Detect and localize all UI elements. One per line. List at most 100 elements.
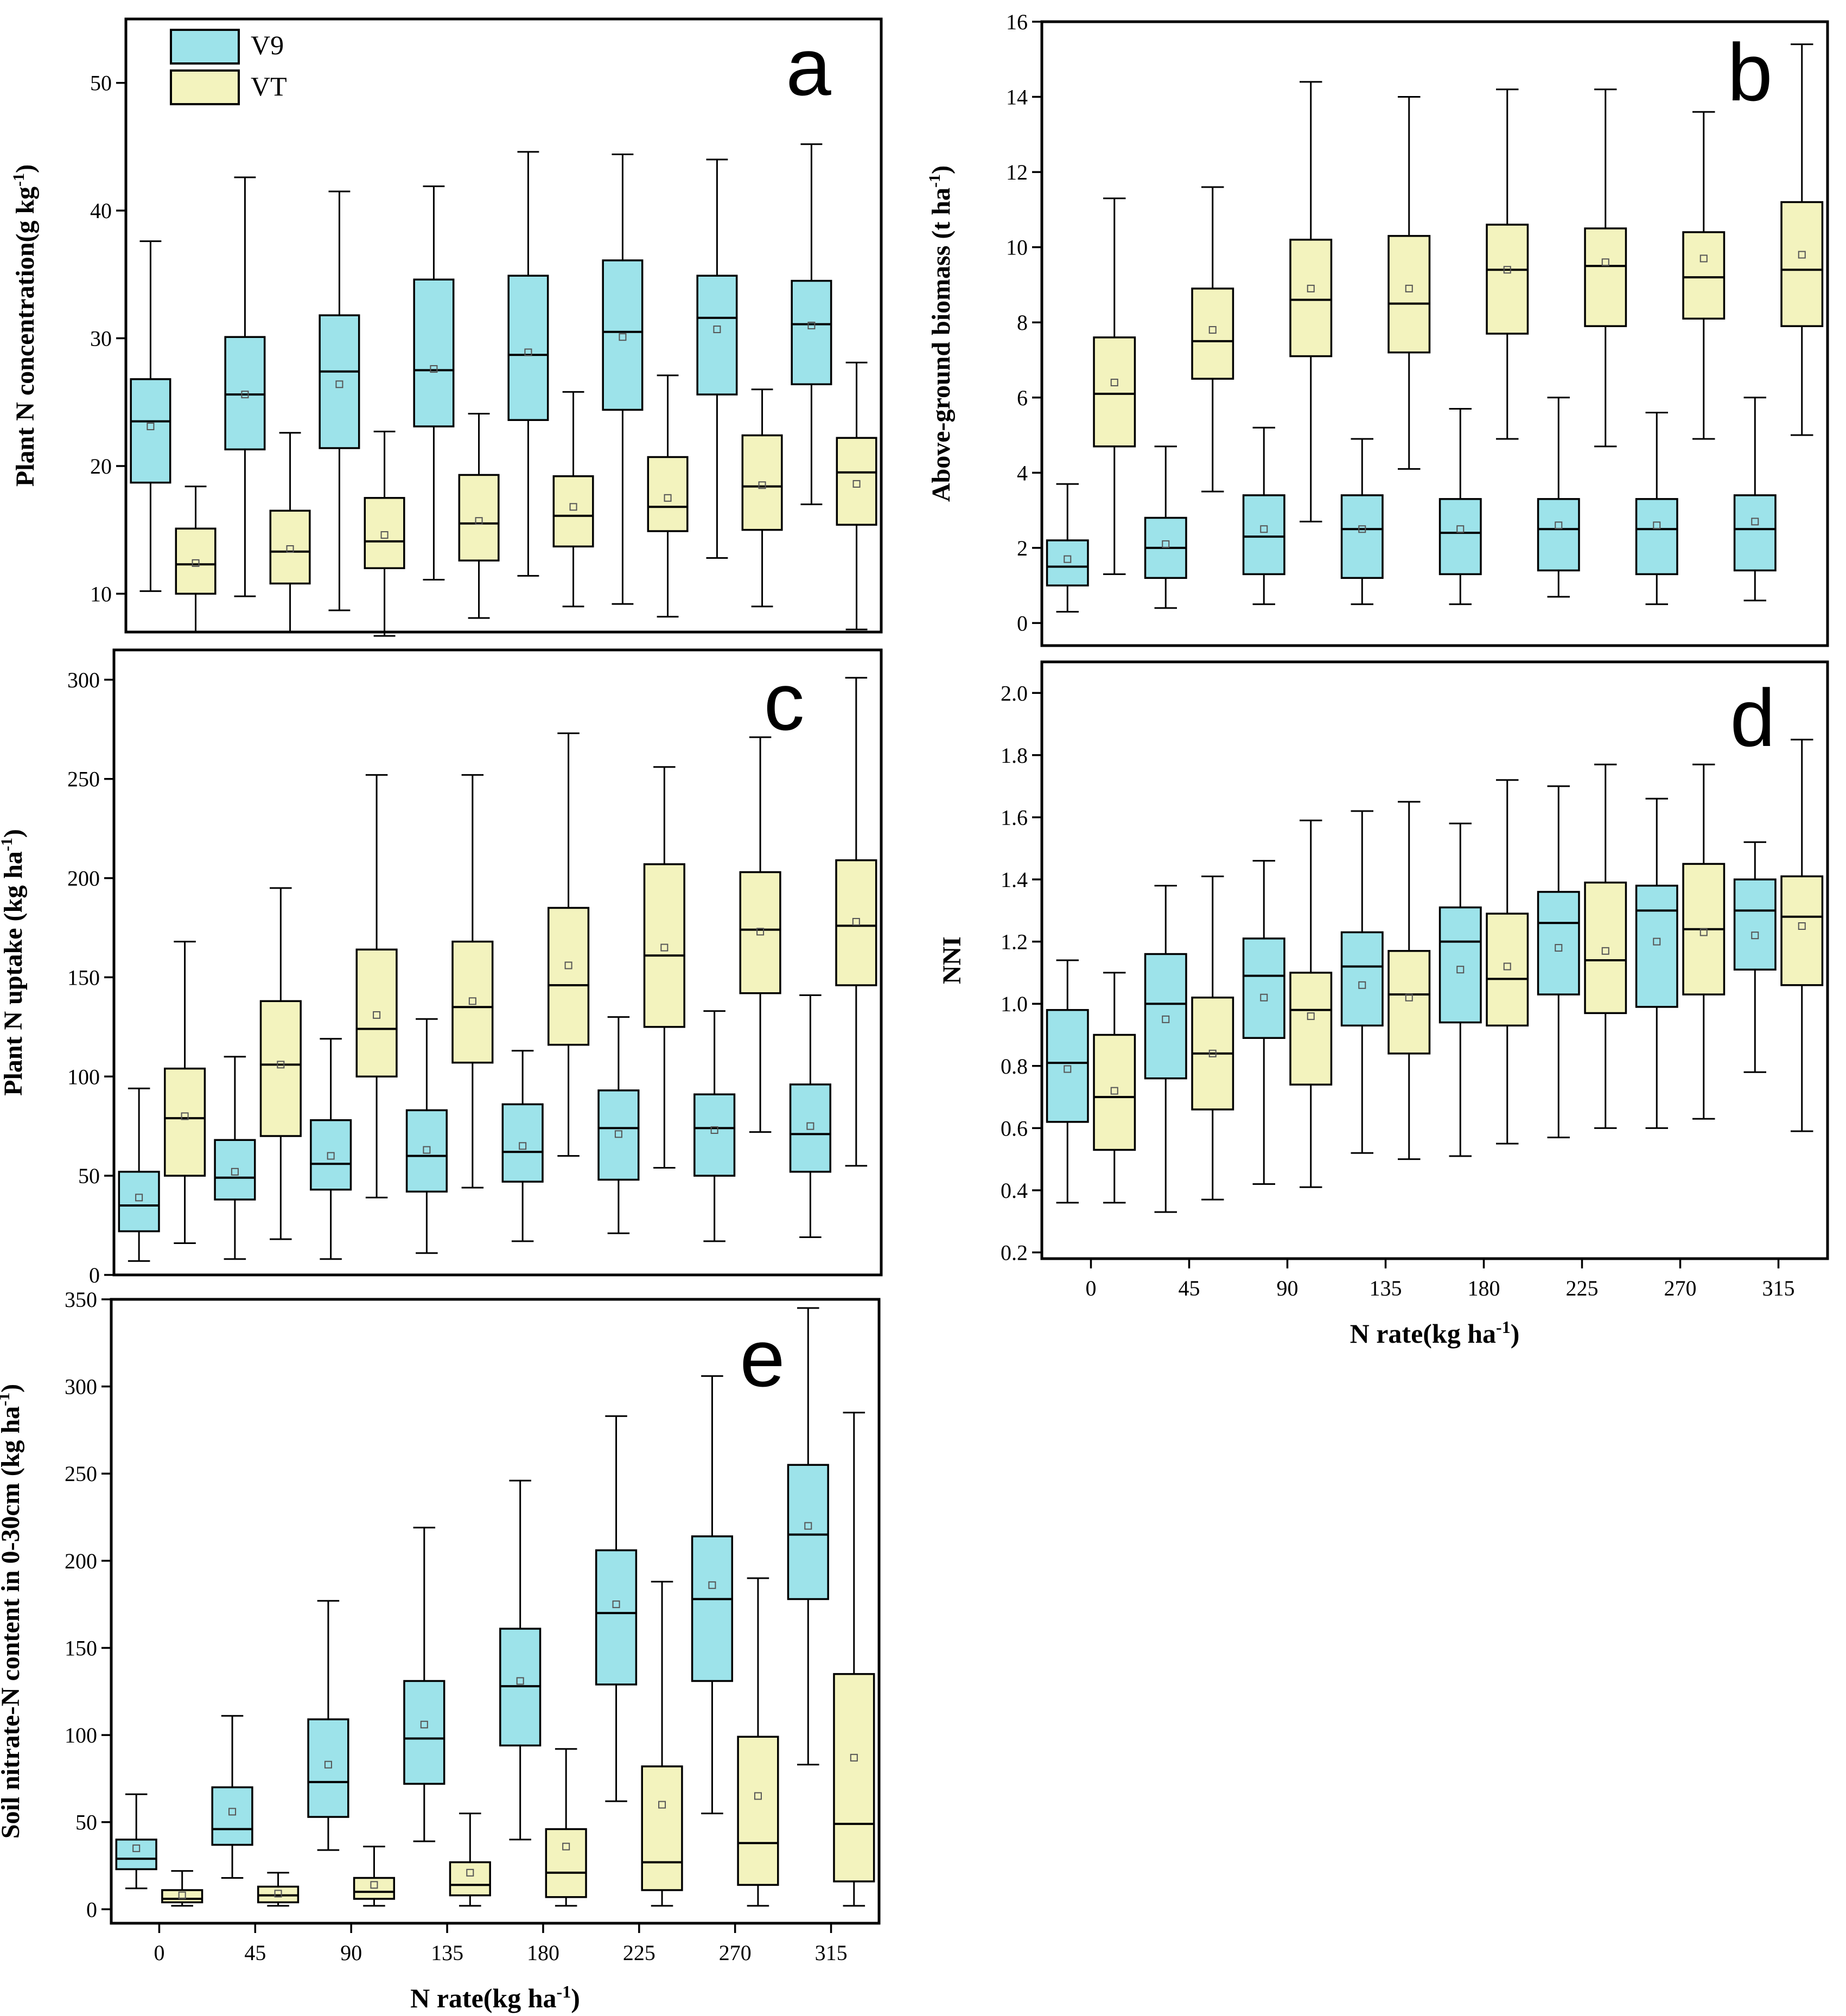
box-vt-270 xyxy=(737,1577,779,1907)
box-vt-0 xyxy=(164,941,206,1244)
mean-marker xyxy=(619,333,627,341)
mean-marker xyxy=(274,1890,282,1898)
mean-marker xyxy=(1699,928,1708,936)
panel-label: d xyxy=(1730,672,1775,763)
panel-label: b xyxy=(1727,27,1772,118)
box-vt-45 xyxy=(1191,875,1234,1201)
iqr-box xyxy=(602,259,644,411)
mean-marker xyxy=(327,1152,335,1160)
y-tick-label: 200 xyxy=(65,1549,97,1573)
mean-marker xyxy=(562,1842,570,1851)
iqr-box xyxy=(507,275,549,421)
mean-marker xyxy=(228,1808,237,1816)
mean-marker xyxy=(1798,922,1806,930)
mean-marker xyxy=(1503,962,1511,971)
iqr-box xyxy=(1289,239,1333,358)
iqr-box xyxy=(1093,336,1136,448)
y-tick-label: 250 xyxy=(67,767,100,792)
mean-marker xyxy=(1456,966,1465,974)
iqr-box xyxy=(787,1464,829,1600)
iqr-box xyxy=(115,1839,157,1871)
mean-marker xyxy=(181,1112,189,1120)
y-tick-label: 2.0 xyxy=(1001,681,1028,705)
box-vt-315 xyxy=(1780,738,1824,1132)
mean-marker xyxy=(132,1844,141,1852)
x-axis-label: N rate(kg ha-1) xyxy=(1350,1317,1520,1349)
mean-marker xyxy=(852,480,861,488)
iqr-box xyxy=(1682,231,1726,320)
box-v9-45 xyxy=(211,1715,253,1879)
box-v9-225 xyxy=(602,154,644,605)
y-tick-label: 1.8 xyxy=(1001,743,1028,768)
box-vt-90 xyxy=(364,430,405,637)
iqr-box xyxy=(1387,950,1431,1055)
legend: V9 VT xyxy=(170,29,287,105)
box-v9-270 xyxy=(696,158,738,559)
iqr-box xyxy=(118,1171,160,1233)
iqr-box xyxy=(224,336,266,451)
panel-e: 0 50 100 150 200 250 300 350 0 45 90 135 180 225 270 31… xyxy=(0,1287,881,2013)
y-tick-label: 2 xyxy=(1017,536,1028,560)
mean-marker xyxy=(468,997,476,1005)
iqr-box xyxy=(548,907,590,1046)
box-v9-225 xyxy=(595,1415,638,1802)
mean-marker xyxy=(1503,266,1511,274)
x-tick-label: 0 xyxy=(1086,1276,1097,1300)
box-v9-90 xyxy=(310,1038,352,1260)
x-tick-label: 315 xyxy=(1762,1276,1795,1300)
x-tick-label: 315 xyxy=(815,1941,848,1965)
box-vt-270 xyxy=(741,388,783,608)
mean-marker xyxy=(430,365,438,373)
mean-marker xyxy=(1064,555,1072,563)
y-tick-label: 0 xyxy=(1017,611,1028,635)
box-vt-45 xyxy=(257,1872,300,1907)
box-v9-90 xyxy=(319,190,360,611)
mean-marker xyxy=(804,1522,812,1530)
mean-marker xyxy=(524,348,532,356)
box-vt-225 xyxy=(647,374,689,618)
x-tick-label: 180 xyxy=(1468,1276,1500,1300)
y-tick-label: 0 xyxy=(89,1263,100,1287)
y-tick-label: 0 xyxy=(86,1897,97,1922)
iqr-box xyxy=(741,434,783,531)
iqr-box xyxy=(1584,227,1627,327)
y-tick-label: 4 xyxy=(1017,461,1028,485)
mean-marker xyxy=(1405,284,1413,292)
iqr-box xyxy=(693,1093,736,1177)
y-tick-label: 1.6 xyxy=(1001,805,1028,830)
mean-marker xyxy=(1601,258,1609,266)
mean-marker xyxy=(423,1146,431,1154)
box-vt-0 xyxy=(161,1870,203,1907)
mean-marker xyxy=(710,1126,718,1134)
y-tick-label: 1.2 xyxy=(1001,930,1028,954)
mean-marker xyxy=(373,1011,381,1019)
box-vt-45 xyxy=(269,432,311,633)
y-tick-label: 0.6 xyxy=(1001,1116,1028,1140)
box-v9-225 xyxy=(1537,785,1580,1139)
mean-marker xyxy=(192,559,200,567)
y-tick-label: 0.4 xyxy=(1001,1178,1028,1203)
box-vt-225 xyxy=(641,1580,683,1907)
y-tick-label: 10 xyxy=(1006,235,1028,260)
box-v9-135 xyxy=(403,1527,445,1842)
y-tick-label: 30 xyxy=(90,327,112,351)
box-v9-270 xyxy=(1635,411,1678,605)
box-v9-45 xyxy=(1144,445,1187,609)
iqr-box xyxy=(1093,1033,1136,1151)
box-v9-135 xyxy=(1340,810,1384,1154)
iqr-box xyxy=(1486,224,1529,335)
mean-marker xyxy=(1307,284,1315,292)
mean-marker xyxy=(1456,525,1465,533)
box-v9-90 xyxy=(1242,860,1285,1185)
plot-frame xyxy=(110,1298,881,1925)
box-vt-135 xyxy=(451,774,494,1189)
iqr-box xyxy=(175,527,217,595)
y-tick-label: 100 xyxy=(65,1723,97,1747)
iqr-box xyxy=(269,509,311,585)
iqr-box xyxy=(552,475,594,548)
iqr-box xyxy=(405,1109,448,1193)
x-tick-label: 135 xyxy=(1370,1276,1402,1300)
box-v9-180 xyxy=(1438,408,1482,605)
y-tick-label: 350 xyxy=(65,1287,97,1312)
y-tick-label: 1.4 xyxy=(1001,867,1028,892)
